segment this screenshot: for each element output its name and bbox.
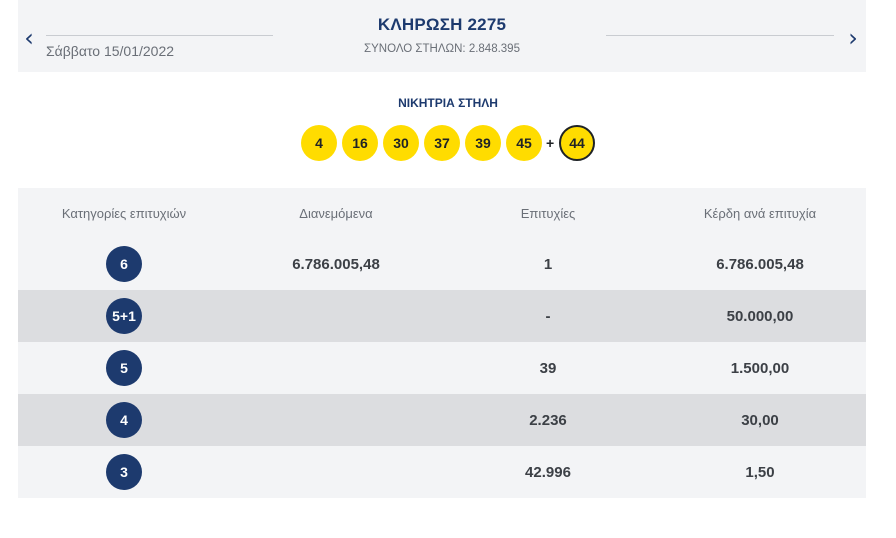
column-header-category: Κατηγορίες επιτυχιών (61, 205, 187, 221)
next-draw-button[interactable]: › (842, 26, 864, 50)
category-badge: 4 (106, 402, 142, 438)
divider (606, 35, 834, 36)
table-row: 3 42.996 1,50 (18, 446, 866, 498)
column-header-prize: Κέρδη ανά επιτυχία (703, 205, 817, 221)
prize-cell: 50.000,00 (726, 307, 794, 325)
winners-cell: 42.996 (525, 463, 571, 481)
draw-header: ‹ Σάββατο 15/01/2022 ΚΛΗΡΩΣΗ 2275 ΣΥΝΟΛΟ… (18, 0, 866, 72)
table-row: 5+1 - 50.000,00 (18, 290, 866, 342)
number-ball: 45 (506, 125, 542, 161)
number-ball: 37 (424, 125, 460, 161)
chevron-right-icon: › (848, 24, 858, 52)
prize-cell: 6.786.005,48 (716, 255, 804, 273)
table-row: 4 2.236 30,00 (18, 394, 866, 446)
winning-numbers: 4 16 30 37 39 45 + 44 (0, 125, 896, 161)
plus-sign: + (546, 135, 555, 151)
divider (46, 35, 273, 36)
winners-cell: 39 (539, 359, 557, 377)
category-badge: 6 (106, 246, 142, 282)
number-ball: 39 (465, 125, 501, 161)
draw-title: ΚΛΗΡΩΣΗ 2275 (377, 15, 507, 34)
previous-draw-button[interactable]: ‹ (18, 26, 40, 50)
table-row: 6 6.786.005,48 1 6.786.005,48 (18, 238, 866, 290)
draw-date: Σάββατο 15/01/2022 (46, 43, 175, 59)
prize-table: Κατηγορίες επιτυχιών Διανεμόμενα Επιτυχί… (18, 188, 866, 498)
bonus-ball: 44 (559, 125, 595, 161)
prize-cell: 1.500,00 (730, 359, 790, 377)
number-ball: 16 (342, 125, 378, 161)
columns-total: ΣΥΝΟΛΟ ΣΤΗΛΩΝ: 2.848.395 (364, 43, 520, 55)
table-row: 5 39 1.500,00 (18, 342, 866, 394)
winners-cell: 1 (543, 255, 553, 273)
table-header: Κατηγορίες επιτυχιών Διανεμόμενα Επιτυχί… (18, 188, 866, 238)
category-badge: 5 (106, 350, 142, 386)
number-ball: 4 (301, 125, 337, 161)
column-header-winners: Επιτυχίες (520, 205, 576, 221)
category-badge: 5+1 (106, 298, 142, 334)
prize-cell: 1,50 (745, 463, 775, 481)
winners-cell: 2.236 (529, 411, 567, 429)
distributed-cell: 6.786.005,48 (292, 255, 380, 273)
winners-cell: - (545, 307, 551, 325)
number-ball: 30 (383, 125, 419, 161)
chevron-left-icon: ‹ (24, 24, 34, 52)
winning-column-title: ΝΙΚΗΤΡΙΑ ΣΤΗΛΗ (398, 96, 498, 110)
column-header-distributed: Διανεμόμενα (299, 205, 373, 221)
category-badge: 3 (106, 454, 142, 490)
prize-cell: 30,00 (741, 411, 779, 429)
